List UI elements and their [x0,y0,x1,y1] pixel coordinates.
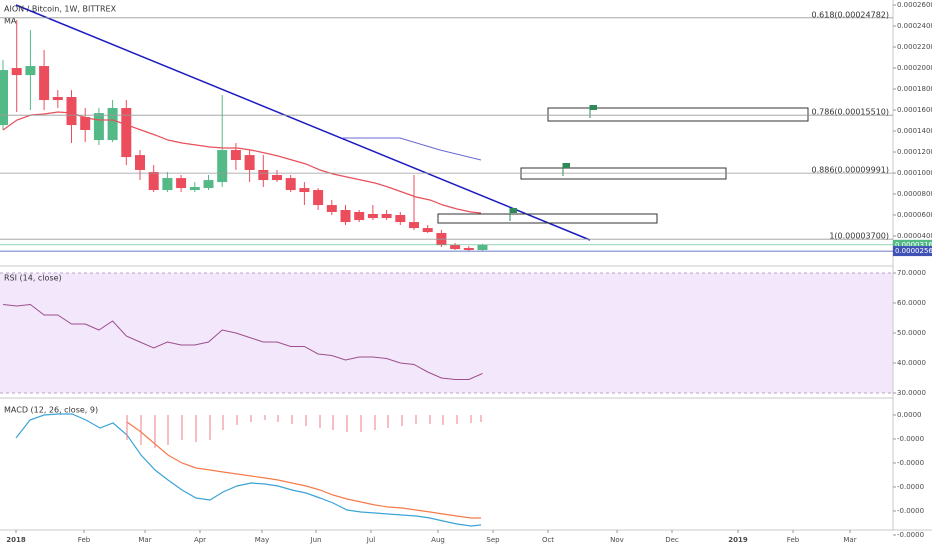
candle-body [285,178,296,191]
candle-body [477,244,488,250]
candle-body [80,117,91,130]
y-tick-label: 0.00012000 [897,148,932,156]
target-box [547,107,809,122]
macd-pane [15,413,482,527]
candle-body [11,68,22,76]
x-tick-label: Oct [542,536,554,544]
indicator-label: MA [4,17,17,26]
y-tick-label: 0.00006000 [897,211,932,219]
macd-tick-label: -0.0000 [897,483,924,491]
rsi-tick-label: 70.0000 [897,269,926,277]
candle-body [340,209,351,223]
candle-body [135,155,145,170]
main-pane [0,20,488,252]
rsi-line [2,303,483,380]
y-tick-label: 0.00020000 [897,64,932,72]
x-tick-label: Aug [431,536,445,544]
candle-body [107,108,118,141]
macd-tick-label: 0.0000 [897,411,922,419]
candle-body [121,108,132,158]
x-tick-label: Mar [138,536,151,544]
flags [509,105,597,221]
chart-title: AION / Bitcoin, 1W, BITTREX [4,5,117,14]
y-tick-label: 0.00004000 [897,232,932,240]
y-tick-label: 0.00022000 [897,43,932,51]
moving-average [2,111,482,214]
x-tick-label: Jun [310,536,322,544]
target-box [437,213,658,224]
macd-title: MACD (12, 26, close, 9) [4,406,98,415]
y-tick-label: 0.00018000 [897,85,932,93]
x-tick-label: 2019 [728,536,748,544]
candle-body [176,178,187,189]
candle-body [244,155,255,170]
candle-body [450,245,461,250]
candle-body [217,150,228,183]
candle-body [258,169,269,181]
y-tick-label: 0.00016000 [897,106,932,114]
candle-body [272,175,282,181]
y-tick-label: 0.00008000 [897,190,932,198]
candle-body [148,171,159,191]
macd-tick-label: -0.0000 [897,507,924,515]
candle-body [189,186,200,191]
x-tick-label: Apr [194,536,206,544]
y-tick-label: 0.00024000 [897,22,932,30]
rsi-tick-label: 50.0000 [897,329,926,337]
macd-tick-label: -0.0000 [897,435,924,443]
candle-body [230,150,241,161]
candle-body [367,213,378,219]
x-tick-label: Nov [610,536,624,544]
candle-body [52,97,63,101]
price-tag-label: 0.00002565 [895,247,932,255]
candle-body [162,178,173,191]
rsi-tick-label: 30.0000 [897,389,926,397]
candle-body [409,222,419,229]
x-tick-label: Sep [486,536,500,544]
price-tag-label: 0.00003162 [895,241,932,249]
candle-body [381,213,392,219]
rsi-band [0,273,893,393]
candle-body [299,188,310,193]
fib-label: 0.618(0.00024782) [812,10,890,19]
fib-label: 0.786(0.00015510) [812,108,890,117]
candle-body [422,228,433,233]
y-tick-label: 0.00010000 [897,169,932,177]
x-tick-label: Feb [78,536,91,544]
price-tag [893,239,932,250]
candle-body [326,205,337,212]
projection-line [343,137,482,161]
candle-body [203,180,214,189]
candle-body [313,190,324,206]
y-tick-label: 0.00014000 [897,127,932,135]
trend-line [15,4,591,241]
rsi-tick-label: 40.0000 [897,359,926,367]
macd-tick-label: -0.0000 [897,459,924,467]
candle-body [463,247,474,250]
x-tick-label: Mar [843,536,856,544]
x-tick-label: Jul [366,536,376,544]
y-tick-label: 0.00026000 [897,1,932,9]
candle-body [93,113,104,141]
signal-line [126,421,481,519]
rsi-tick-label: 60.0000 [897,299,926,307]
candle-body [354,211,365,221]
candle-body [39,66,50,101]
price-tag [893,246,932,257]
fib-label: 1(0.00003700) [829,232,889,241]
x-tick-label: May [255,536,269,544]
macd-line [15,413,482,527]
candle-body [25,66,36,76]
macd-tick-label: -0.0000 [897,531,924,539]
x-tick-label: Dec [665,536,679,544]
rsi-title: RSI (14, close) [4,274,62,283]
candle-body [0,70,8,126]
candle-body [395,215,406,223]
x-tick-label: Feb [787,536,800,544]
candle-body [66,97,77,126]
fib-label: 0.886(0.00009991) [812,166,890,175]
x-tick-label: 2018 [6,536,26,544]
